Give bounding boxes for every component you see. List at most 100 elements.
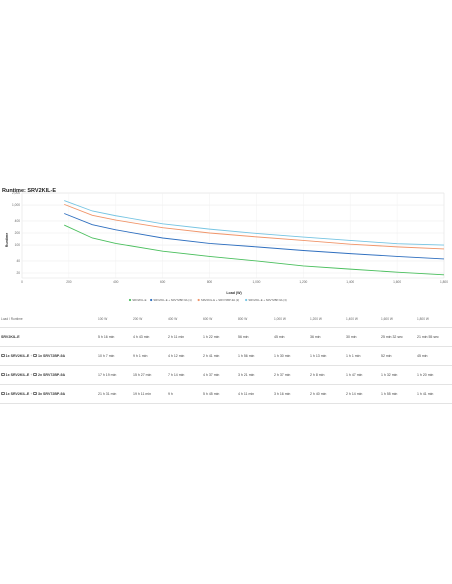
runtime-value: 4 h 37 min	[202, 365, 237, 385]
legend-marker-2	[150, 298, 153, 302]
chart-axes: 20 40 100 200 400 1,000 2,000 0 200 400 600 800 1,00…	[12, 191, 448, 284]
chart-grid	[21, 192, 445, 279]
x-tick-label: 1,600	[393, 280, 401, 284]
legend-label-4: SRV2KIL-E + SRV72BP-9A (3)	[248, 298, 286, 302]
unit-quantity: 1x	[5, 372, 11, 377]
header-load-1: 100 W	[97, 312, 132, 328]
plus-icon: +	[33, 391, 38, 396]
runtime-value: 1 h 41 min	[416, 384, 452, 404]
series-line-3	[64, 203, 445, 250]
table-row: +1x SRV2KIL-E+ +3x SRV72BP-9A 21 h 31 min 1…	[0, 384, 452, 404]
runtime-value: 1 h 1 min	[345, 346, 380, 366]
plus-icon: +	[33, 353, 38, 358]
plus-icon: +	[1, 372, 5, 377]
runtime-value: 4 h 12 min	[167, 346, 202, 366]
runtime-value: 4 h 11 min	[237, 384, 273, 404]
runtime-value: 3 h 21 min	[237, 365, 273, 385]
runtime-value: 21 h 31 min	[97, 384, 132, 404]
y-tick-label: 40	[16, 259, 20, 263]
unit-quantity: 1x	[5, 391, 11, 396]
battery-model: SRV72BP-9A	[43, 391, 66, 396]
runtime-value: 19 h 11 min	[132, 384, 167, 404]
header-load-6: 1,000 W	[273, 312, 309, 328]
runtime-value: 2 h 14 min	[345, 384, 380, 404]
legend-label-2: SRV2KIL-E + SRV72BP-9A (1)	[153, 298, 191, 302]
legend-label-3: SRV2KIL-E + SRV72BP-9A (2)	[201, 298, 239, 302]
header-load-runtime: Load / Runtime	[0, 312, 97, 328]
runtime-value: 9 h	[167, 384, 202, 404]
y-tick-label: 2,000	[12, 191, 20, 195]
plus-icon: +	[1, 391, 5, 396]
x-tick-label: 1,400	[346, 280, 354, 284]
runtime-value: 1 h 22 min	[202, 327, 237, 347]
runtime-value: 1 h 55 min	[380, 384, 416, 404]
series-line-1	[64, 224, 445, 276]
x-tick-label: 200	[66, 280, 72, 284]
runtime-value: 4 h 43 min	[132, 327, 167, 347]
runtime-value: 56 min	[237, 327, 273, 347]
runtime-value: 7 h 14 min	[167, 365, 202, 385]
unit-quantity: 1x	[5, 353, 11, 358]
runtime-value: 9 h 1 min	[132, 346, 167, 366]
series-line-4	[64, 200, 445, 246]
runtime-value: 5 h 45 min	[202, 384, 237, 404]
table-row: +1x SRV2KIL-E+ +1x SRV72BP-9A 10 h 7 min 9 …	[0, 346, 452, 366]
runtime-value: 52 min	[380, 346, 416, 366]
runtime-value: 2 h 11 min	[167, 327, 202, 347]
y-tick-label: 400	[15, 219, 21, 223]
header-load-10: 1,800 W	[416, 312, 452, 328]
x-tick-label: 400	[113, 280, 119, 284]
runtime-value: 36 min	[309, 327, 345, 347]
legend-label-1: SRV2KIL-E	[132, 298, 146, 302]
plus-separator: +	[30, 353, 33, 358]
runtime-value: 5 h 16 min	[97, 327, 132, 347]
battery-quantity: 3x	[38, 391, 44, 396]
battery-quantity: 2x	[38, 372, 44, 377]
y-axis-label: Runtime	[5, 233, 9, 247]
y-tick-label: 200	[15, 231, 21, 235]
runtime-value: 45 min	[273, 327, 309, 347]
header-load-4: 600 W	[202, 312, 237, 328]
runtime-value: 1 h 56 min	[237, 346, 273, 366]
chart-series	[64, 200, 445, 276]
y-tick-label: 20	[16, 271, 20, 275]
header-load-9: 1,600 W	[380, 312, 416, 328]
configuration-cell: +1x SRV2KIL-E+ +1x SRV72BP-9A	[0, 346, 97, 366]
runtime-value: 30 min	[345, 327, 380, 347]
header-load-5: 800 W	[237, 312, 273, 328]
x-tick-label: 600	[160, 280, 166, 284]
legend-marker-3	[197, 298, 200, 302]
runtime-chart: 20 40 100 200 400 1,000 2,000 0 200 400 600 800 1,00…	[5, 191, 448, 302]
configuration-cell: +1x SRV2KIL-E+ +2x SRV72BP-9A	[0, 365, 97, 385]
legend-marker-4	[245, 298, 248, 302]
plus-icon: +	[33, 372, 38, 377]
runtime-value: 1 h 47 min	[345, 365, 380, 385]
runtime-value: 1 h 13 min	[309, 346, 345, 366]
x-tick-label: 1,000	[252, 280, 260, 284]
runtime-value: 10 h 7 min	[97, 346, 132, 366]
runtime-value: 17 h 19 min	[97, 365, 132, 385]
chart-legend: SRV2KIL-E SRV2KIL-E + SRV72BP-9A (1) SRV2K…	[128, 298, 287, 302]
configuration-cell: +1x SRV2KIL-E+ +3x SRV72BP-9A	[0, 384, 97, 404]
table-row: +1x SRV2KIL-E+ +2x SRV72BP-9A 17 h 19 min 1…	[0, 365, 452, 385]
x-axis-label: Load (W)	[226, 291, 242, 295]
battery-model: SRV72BP-9A	[43, 372, 66, 377]
runtime-value: 1 h 32 min	[380, 365, 416, 385]
header-load-3: 400 W	[167, 312, 202, 328]
runtime-value: 2 h 37 min	[273, 365, 309, 385]
table-row: SRV2KIL-E 5 h 16 min 4 h 43 min 2 h 11 min 1…	[0, 327, 452, 347]
header-load-8: 1,400 W	[345, 312, 380, 328]
battery-quantity: 1x	[38, 353, 44, 358]
runtime-value: 25 min 32 sec	[380, 327, 416, 347]
y-tick-label: 100	[15, 243, 21, 247]
header-load-2: 200 W	[132, 312, 167, 328]
ups-model: SRV2KIL-E	[10, 372, 30, 377]
plus-icon: +	[1, 353, 5, 358]
header-load-7: 1,200 W	[309, 312, 345, 328]
x-tick-label: 800	[207, 280, 213, 284]
ups-model: SRV2KIL-E	[1, 334, 20, 339]
runtime-value: 1 h 30 min	[273, 346, 309, 366]
plot-frame	[21, 192, 445, 279]
x-tick-label: 1,200	[299, 280, 307, 284]
